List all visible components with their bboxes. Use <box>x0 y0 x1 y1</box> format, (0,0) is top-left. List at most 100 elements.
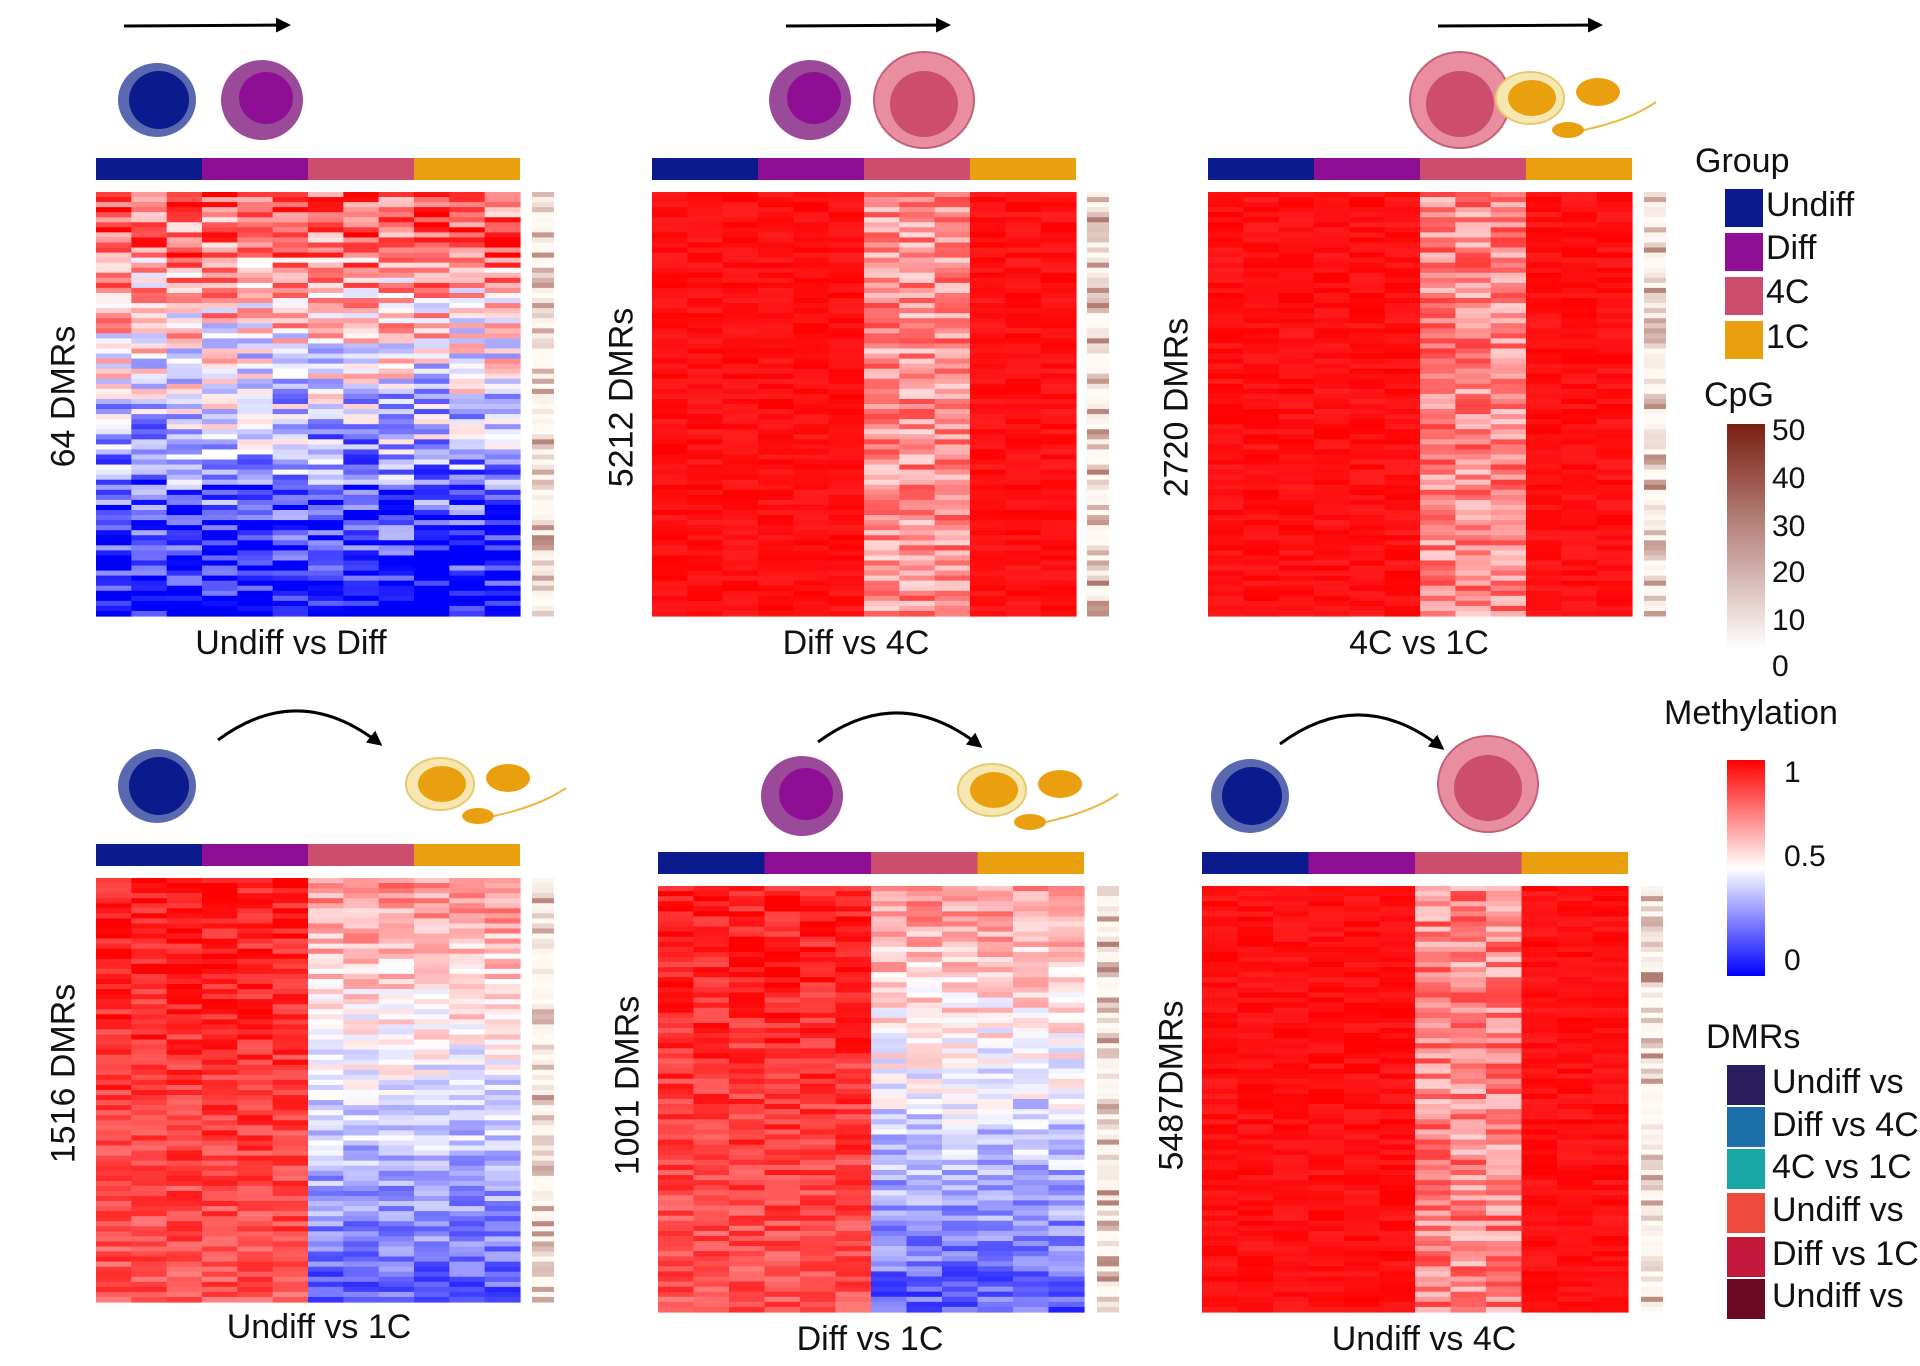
panel-5-heatmap-cell <box>871 946 908 953</box>
panel-1-cpg-cell <box>532 343 554 349</box>
panel-3-heatmap-cell <box>1384 298 1421 304</box>
panel-3-heatmap-cell <box>1314 247 1350 254</box>
panel-4-heatmap-cell <box>131 984 168 990</box>
panel-1-heatmap-cell <box>237 404 274 410</box>
panel-2-heatmap-cell <box>899 262 936 269</box>
panel-3-heatmap-cell <box>1490 277 1527 284</box>
panel-4-heatmap-cell <box>484 1236 521 1243</box>
panel-4-heatmap-cell <box>131 1064 168 1071</box>
panel-1-heatmap-cell <box>449 358 486 365</box>
panel-4-heatmap-cell <box>166 1266 203 1273</box>
panel-2-heatmap-cell <box>1005 580 1042 587</box>
panel-2-cpg-cell <box>1087 353 1109 360</box>
panel-1-heatmap-cell <box>237 393 274 400</box>
panel-3-heatmap-cell <box>1349 197 1386 203</box>
panel-3-heatmap-cell <box>1455 449 1492 456</box>
panel-2-heatmap-cell <box>652 494 688 501</box>
panel-3-cpg-cell <box>1644 363 1666 370</box>
panel-2-heatmap-cell <box>687 439 724 445</box>
panel-2-heatmap-cell <box>793 510 830 516</box>
panel-5-heatmap-cell <box>906 1048 943 1054</box>
panel-4-heatmap-cell <box>202 1175 238 1182</box>
panel-4-heatmap-cell <box>378 1120 415 1126</box>
panel-2-heatmap-cell <box>934 373 971 380</box>
panel-1-cpg-cell <box>532 449 554 455</box>
panel-3-heatmap-cell <box>1561 535 1598 541</box>
panel-1-heatmap-cell <box>414 282 450 289</box>
panel-4-heatmap-cell <box>343 1246 380 1253</box>
panel-1-heatmap-cell <box>166 510 203 516</box>
panel-4-heatmap-cell <box>343 1100 380 1106</box>
panel-3-heatmap-cell <box>1278 585 1315 592</box>
panel-1-heatmap-cell <box>484 202 521 208</box>
panel-2-heatmap-cell <box>934 575 971 582</box>
panel-3-heatmap-cell <box>1243 388 1280 395</box>
panel-3-heatmap-cell <box>1243 515 1280 521</box>
panel-4-heatmap-cell <box>308 1034 344 1041</box>
panel-4-heatmap-cell <box>96 953 132 960</box>
panel-2-heatmap-cell <box>722 313 759 319</box>
panel-2-heatmap-cell <box>864 575 900 582</box>
panel-2-cpg-cell <box>1087 414 1109 420</box>
panel-1-heatmap-cell <box>272 262 309 269</box>
panel-1-heatmap-cell <box>202 404 238 410</box>
panel-4-heatmap-cell <box>308 989 344 995</box>
panel-1-heatmap-cell <box>166 560 203 567</box>
panel-2-heatmap-cell <box>652 474 688 481</box>
panel-4-heatmap-cell <box>237 1014 274 1020</box>
panel-3-heatmap-cell <box>1490 363 1527 370</box>
panel-2-heatmap-cell <box>687 409 724 415</box>
panel-1-heatmap-cell <box>378 535 415 541</box>
panel-1-heatmap-cell <box>131 585 168 592</box>
panel-1-heatmap-cell <box>414 398 450 405</box>
panel-5-heatmap-cell <box>693 1058 730 1065</box>
panel-1-heatmap-cell <box>378 308 415 314</box>
panel-1-heatmap-cell <box>308 237 344 244</box>
panel-4-heatmap-cell <box>378 958 415 965</box>
panel-2-heatmap-cell <box>864 277 900 284</box>
panel-1-heatmap-cell <box>96 555 132 562</box>
panel-4-heatmap-cell <box>131 1276 168 1283</box>
panel-1-heatmap-cell <box>484 525 521 531</box>
panel-4-heatmap-cell <box>202 1231 238 1237</box>
panel-5 <box>658 852 1119 1313</box>
panel-2-heatmap-cell <box>758 353 794 360</box>
panel-1-heatmap-cell <box>343 605 380 612</box>
panel-2-cpg-bar <box>1087 192 1109 617</box>
panel-4-heatmap-cell <box>308 1110 344 1116</box>
panel-3-heatmap-cell <box>1278 434 1315 440</box>
panel-1-heatmap-cell <box>202 282 238 289</box>
panel-3-heatmap-cell <box>1278 237 1315 244</box>
panel-1-heatmap-cell <box>272 555 309 562</box>
panel-3-heatmap-cell <box>1384 545 1421 551</box>
panel-4-heatmap-cell <box>343 1190 380 1197</box>
panel-1-heatmap-cell <box>449 267 486 274</box>
panel-4-heatmap-cell <box>96 1185 132 1192</box>
panel-3-heatmap-cell <box>1349 419 1386 425</box>
panel-1-heatmap-cell <box>308 575 344 582</box>
panel-5-heatmap-cell <box>977 1099 1014 1105</box>
panel-2-heatmap-cell <box>934 217 971 223</box>
panel-3-heatmap-cell <box>1490 247 1527 254</box>
panel-4-heatmap-cell <box>202 1271 238 1278</box>
panel-1-heatmap-cell <box>343 439 380 445</box>
panel-5-heatmap-cell <box>871 1017 908 1024</box>
panel-1-heatmap-cell <box>484 484 521 491</box>
panel-2-heatmap-cell <box>793 242 830 249</box>
panel-1-heatmap-cell <box>131 323 168 329</box>
panel-5-heatmap-cell <box>871 941 908 948</box>
panel-2-heatmap-cell <box>828 409 865 415</box>
panel-4-heatmap-cell <box>414 933 450 940</box>
panel-1-heatmap-cell <box>272 267 309 274</box>
panel-5-heatmap-cell <box>906 1093 943 1100</box>
panel-3-heatmap-cell <box>1349 429 1386 435</box>
panel-1-heatmap-cell <box>237 419 274 425</box>
panel-2-heatmap-cell <box>1005 378 1042 385</box>
panel-2-heatmap-cell <box>899 318 936 324</box>
panel-4-heatmap-cell <box>272 1120 309 1126</box>
panel-3-heatmap-cell <box>1278 580 1315 587</box>
panel-1-heatmap-cell <box>343 313 380 319</box>
panel-1-heatmap-cell <box>378 287 415 294</box>
panel-5-heatmap-cell <box>942 896 979 902</box>
panel-4-heatmap-cell <box>414 1014 450 1020</box>
